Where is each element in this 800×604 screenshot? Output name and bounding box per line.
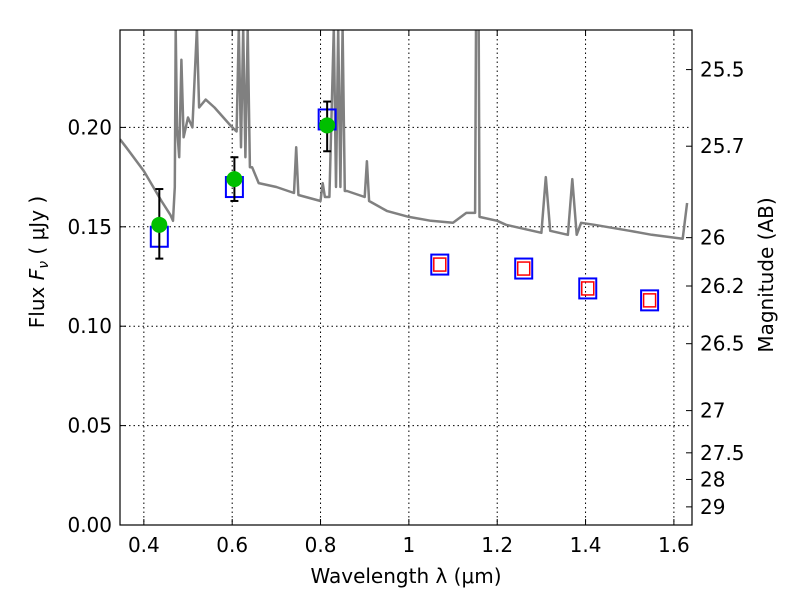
observed-point [226, 171, 243, 188]
y-tick-label: 0.00 [67, 513, 112, 537]
y2-tick-label: 28 [700, 467, 725, 491]
y2-tick-label: 29 [700, 495, 725, 519]
grid [120, 30, 692, 526]
y2-tick-label: 25.5 [700, 58, 745, 82]
spectrum-line [120, 30, 689, 240]
observed-point [319, 117, 336, 134]
x-tick-label: 1.2 [481, 533, 513, 557]
y-tick-label: 0.15 [67, 215, 112, 239]
model-point [578, 277, 598, 300]
y-axis-label: Flux Fν ( μJy ) [25, 196, 52, 328]
x-tick-label: 0.4 [128, 533, 160, 557]
y-tick-label: 0.05 [67, 414, 112, 438]
x-tick-label: 1.4 [570, 533, 602, 557]
series [120, 30, 689, 312]
y-tick-label: 0.10 [67, 314, 112, 338]
x-tick-label: 1.6 [658, 533, 690, 557]
model-point [514, 257, 534, 280]
y2-tick-label: 26.5 [700, 332, 745, 356]
x-axis-label: Wavelength λ (μm) [310, 564, 501, 588]
y2-tick-label: 26.2 [700, 274, 745, 298]
observed-point [151, 216, 168, 233]
model-point [430, 253, 450, 276]
model-point-inner [516, 261, 531, 276]
model-point-inner [642, 293, 657, 308]
model-point [640, 289, 660, 312]
y-tick-label: 0.20 [67, 115, 112, 139]
model-point-inner [581, 281, 595, 296]
y2-tick-label: 25.7 [700, 134, 745, 158]
y2-tick-label: 26 [700, 226, 725, 250]
y2-tick-label: 27 [700, 399, 725, 423]
y2-tick-label: 27.5 [700, 441, 745, 465]
x-tick-label: 0.8 [305, 533, 337, 557]
x-tick-label: 0.6 [216, 533, 248, 557]
x-tick-label: 1 [403, 533, 416, 557]
y2-axis-label: Magnitude (AB) [754, 197, 778, 352]
plot-frame [119, 29, 693, 526]
model-point-inner [433, 257, 447, 272]
axes: 0.4 0.6 0.8 1 1.2 1.4 1.6 0.00 0.05 0.10 0.15 0.20 2… [67, 30, 745, 557]
